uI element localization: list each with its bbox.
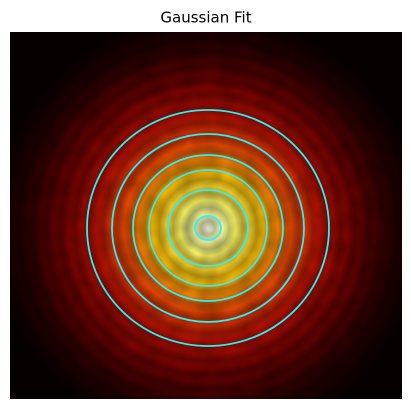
contour [194, 215, 222, 241]
contour [148, 169, 268, 287]
contour [132, 154, 284, 302]
contours [86, 109, 330, 347]
chart-title: Gaussian Fit [160, 9, 251, 27]
contour [86, 109, 330, 347]
contour [167, 189, 249, 267]
contour [111, 133, 305, 323]
